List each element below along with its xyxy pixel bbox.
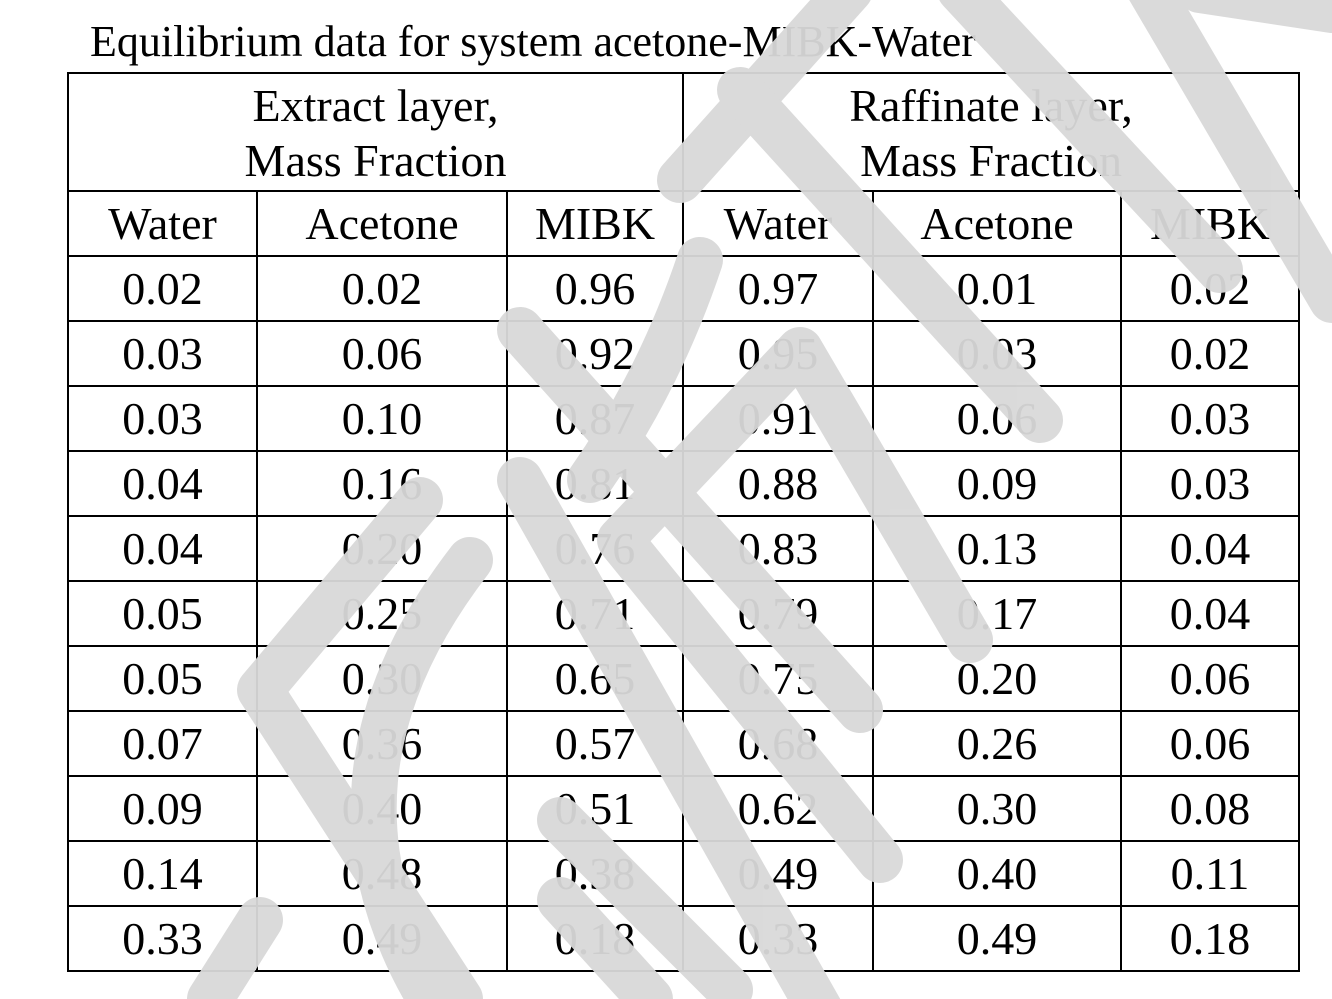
cell-extract-acetone: 0.49 (256, 905, 508, 972)
cell-raffinate-water: 0.68 (682, 710, 875, 777)
cell-extract-mibk: 0.57 (505, 710, 685, 777)
cell-extract-water: 0.09 (67, 775, 258, 842)
col-header-extract-mibk: MIBK (505, 190, 685, 257)
table-row: 0.04 0.20 0.76 0.83 0.13 0.04 (67, 515, 1301, 582)
col-header-extract-acetone: Acetone (256, 190, 508, 257)
cell-raffinate-water: 0.79 (682, 580, 875, 647)
cell-extract-water: 0.04 (67, 515, 258, 582)
table-row: 0.04 0.16 0.81 0.88 0.09 0.03 (67, 450, 1301, 517)
cell-raffinate-acetone: 0.17 (872, 580, 1123, 647)
cell-extract-mibk: 0.65 (505, 645, 685, 712)
cell-raffinate-acetone: 0.49 (872, 905, 1123, 972)
cell-raffinate-mibk: 0.11 (1120, 840, 1301, 907)
cell-raffinate-acetone: 0.03 (872, 320, 1123, 387)
cell-extract-water: 0.03 (67, 385, 258, 452)
cell-raffinate-mibk: 0.18 (1120, 905, 1301, 972)
cell-raffinate-mibk: 0.03 (1120, 450, 1301, 517)
cell-extract-mibk: 0.96 (505, 255, 685, 322)
cell-extract-mibk: 0.81 (505, 450, 685, 517)
cell-raffinate-acetone: 0.06 (872, 385, 1123, 452)
cell-extract-acetone: 0.02 (256, 255, 508, 322)
cell-extract-water: 0.05 (67, 645, 258, 712)
cell-extract-acetone: 0.40 (256, 775, 508, 842)
cell-raffinate-acetone: 0.01 (872, 255, 1123, 322)
cell-raffinate-acetone: 0.40 (872, 840, 1123, 907)
col-header-raffinate-acetone: Acetone (872, 190, 1123, 257)
cell-extract-water: 0.33 (67, 905, 258, 972)
cell-extract-acetone: 0.30 (256, 645, 508, 712)
cell-raffinate-water: 0.75 (682, 645, 875, 712)
table-row: 0.05 0.30 0.65 0.75 0.20 0.06 (67, 645, 1301, 712)
table-body: 0.02 0.02 0.96 0.97 0.01 0.02 0.03 0.06 0.92 0.95… (67, 255, 1301, 972)
cell-raffinate-acetone: 0.20 (872, 645, 1123, 712)
cell-extract-water: 0.14 (67, 840, 258, 907)
cell-extract-mibk: 0.71 (505, 580, 685, 647)
cell-extract-acetone: 0.48 (256, 840, 508, 907)
extract-layer-header: Extract layer, Mass Fraction (66, 72, 685, 192)
table-row: 0.02 0.02 0.96 0.97 0.01 0.02 (67, 255, 1301, 322)
table-row: 0.03 0.06 0.92 0.95 0.03 0.02 (67, 320, 1301, 387)
cell-raffinate-water: 0.97 (682, 255, 875, 322)
raffinate-layer-unit: Mass Fraction (860, 135, 1122, 186)
cell-raffinate-mibk: 0.06 (1120, 645, 1301, 712)
cell-raffinate-mibk: 0.02 (1120, 255, 1301, 322)
column-header-row: Water Acetone MIBK Water Acetone MIBK (67, 190, 1301, 257)
table-row: 0.05 0.25 0.71 0.79 0.17 0.04 (67, 580, 1301, 647)
table-row: 0.33 0.49 0.18 0.33 0.49 0.18 (67, 905, 1301, 972)
cell-extract-acetone: 0.20 (256, 515, 508, 582)
cell-raffinate-mibk: 0.04 (1120, 580, 1301, 647)
cell-extract-mibk: 0.76 (505, 515, 685, 582)
group-header-row: Extract layer, Mass Fraction Raffinate l… (66, 72, 1301, 192)
cell-extract-mibk: 0.51 (505, 775, 685, 842)
cell-raffinate-mibk: 0.04 (1120, 515, 1301, 582)
cell-extract-water: 0.07 (67, 710, 258, 777)
cell-raffinate-water: 0.91 (682, 385, 875, 452)
col-header-raffinate-mibk: MIBK (1120, 190, 1301, 257)
table-row: 0.03 0.10 0.87 0.91 0.06 0.03 (67, 385, 1301, 452)
cell-extract-water: 0.05 (67, 580, 258, 647)
cell-raffinate-water: 0.83 (682, 515, 875, 582)
cell-raffinate-mibk: 0.02 (1120, 320, 1301, 387)
cell-extract-mibk: 0.38 (505, 840, 685, 907)
raffinate-layer-header: Raffinate layer, Mass Fraction (682, 72, 1301, 192)
cell-extract-water: 0.03 (67, 320, 258, 387)
raffinate-layer-label: Raffinate layer, (849, 80, 1133, 131)
document-title: Equilibrium data for system acetone-MIBK… (90, 17, 976, 66)
cell-raffinate-water: 0.49 (682, 840, 875, 907)
cell-raffinate-water: 0.62 (682, 775, 875, 842)
col-header-raffinate-water: Water (682, 190, 875, 257)
cell-raffinate-acetone: 0.09 (872, 450, 1123, 517)
col-header-extract-water: Water (67, 190, 258, 257)
cell-extract-acetone: 0.25 (256, 580, 508, 647)
cell-raffinate-acetone: 0.26 (872, 710, 1123, 777)
cell-extract-water: 0.02 (67, 255, 258, 322)
cell-extract-mibk: 0.87 (505, 385, 685, 452)
extract-layer-label: Extract layer, (252, 80, 499, 131)
cell-raffinate-water: 0.33 (682, 905, 875, 972)
cell-raffinate-mibk: 0.03 (1120, 385, 1301, 452)
equilibrium-table: Extract layer, Mass Fraction Raffinate l… (66, 72, 1301, 972)
cell-extract-acetone: 0.10 (256, 385, 508, 452)
cell-extract-mibk: 0.18 (505, 905, 685, 972)
cell-extract-mibk: 0.92 (505, 320, 685, 387)
table-row: 0.14 0.48 0.38 0.49 0.40 0.11 (67, 840, 1301, 907)
table-row: 0.09 0.40 0.51 0.62 0.30 0.08 (67, 775, 1301, 842)
cell-raffinate-water: 0.95 (682, 320, 875, 387)
cell-raffinate-mibk: 0.06 (1120, 710, 1301, 777)
cell-extract-acetone: 0.36 (256, 710, 508, 777)
cell-raffinate-water: 0.88 (682, 450, 875, 517)
cell-extract-acetone: 0.06 (256, 320, 508, 387)
extract-layer-unit: Mass Fraction (244, 135, 507, 186)
cell-extract-water: 0.04 (67, 450, 258, 517)
cell-extract-acetone: 0.16 (256, 450, 508, 517)
table-row: 0.07 0.36 0.57 0.68 0.26 0.06 (67, 710, 1301, 777)
cell-raffinate-acetone: 0.30 (872, 775, 1123, 842)
cell-raffinate-acetone: 0.13 (872, 515, 1123, 582)
cell-raffinate-mibk: 0.08 (1120, 775, 1301, 842)
